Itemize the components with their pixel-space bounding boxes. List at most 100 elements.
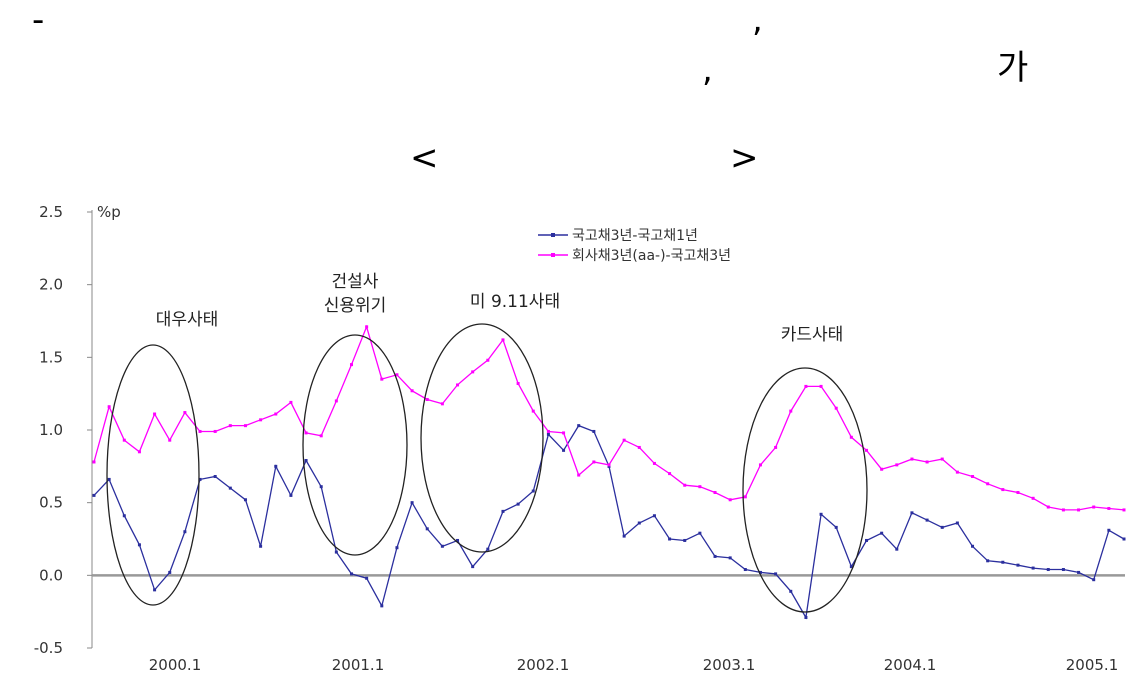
series-2-point (168, 438, 172, 442)
series-1-point (183, 530, 187, 534)
series-2-point (1122, 508, 1126, 512)
series-2-point (122, 438, 126, 442)
series-1-point (289, 493, 293, 497)
series-1-point (516, 502, 520, 506)
y-tick-label: 1.0 (39, 421, 63, 439)
y-tick-label: -0.5 (34, 639, 63, 657)
series-1-point (334, 550, 338, 554)
series-2-point (774, 445, 778, 449)
y-axis-unit-label: %p (97, 203, 121, 221)
caption-bracket-left: < (410, 138, 439, 178)
event-ellipse (106, 344, 200, 606)
series-1-point (758, 570, 762, 574)
series-2-point (789, 409, 793, 413)
series-1-point (713, 554, 717, 558)
series-line-1 (93, 424, 1125, 620)
series-2-point (925, 460, 929, 464)
series-1-point (1122, 537, 1126, 541)
series-2-point (758, 463, 762, 467)
series-2-point (804, 384, 808, 388)
series-1-point (304, 459, 308, 463)
series-1-point (1107, 528, 1111, 532)
chart-axes: -0.5 0.0 0.5 1.0 1.5 2.0 2.5 %p 2000.1 2001.1 2002… (34, 203, 1125, 674)
series-1-point (562, 448, 566, 452)
series-2-point (92, 460, 96, 464)
x-tick-label: 2004.1 (884, 656, 937, 674)
series-2-point (198, 429, 202, 433)
series-1-point (1046, 568, 1050, 572)
legend-label: 회사채3년(aa-)-국고채3년 (572, 248, 731, 264)
series-2-point (577, 473, 581, 477)
series-1-point (986, 559, 990, 563)
series-2-point (304, 431, 308, 435)
x-tick-label: 2005.1 (1066, 656, 1119, 674)
series-2-point (607, 463, 611, 467)
series-2-point (425, 397, 429, 401)
series-1-point (637, 521, 641, 525)
y-tick-label: 2.0 (39, 276, 63, 294)
series-1-point (925, 518, 929, 522)
series-2-point (350, 363, 353, 367)
legend-swatch-marker (551, 233, 555, 237)
series-2-point (395, 373, 399, 377)
series-2-point (531, 409, 535, 413)
series-2-point (819, 384, 823, 388)
series-1-point (486, 547, 490, 551)
event-ellipse (302, 334, 408, 556)
series-1-point (168, 570, 172, 574)
series-1-point (365, 576, 369, 580)
series-1-point (319, 485, 323, 489)
series-1-point (546, 432, 550, 436)
series-1-point (1061, 568, 1065, 572)
series-2-point (365, 325, 369, 329)
series-2-point (380, 377, 384, 381)
series-2-point (880, 467, 884, 471)
series-1-point (1001, 560, 1005, 564)
series-2-point (971, 475, 975, 479)
chart-series (92, 324, 1126, 620)
series-2-point (153, 412, 157, 416)
series-2-point (319, 434, 323, 438)
series-1-point (774, 572, 778, 576)
series-2-point (743, 495, 747, 499)
series-1-point (804, 615, 808, 619)
series-2-point (546, 429, 550, 433)
series-1-point (531, 489, 535, 493)
series-2-point (228, 424, 232, 428)
series-2-point (713, 490, 717, 494)
series-1-point (410, 501, 414, 505)
caption-bracket-right: > (730, 138, 759, 178)
series-1-point (259, 544, 263, 548)
series-1-point (834, 525, 838, 529)
series-2-point (728, 498, 732, 502)
series-1-point (940, 525, 944, 529)
series-1-point (652, 514, 656, 518)
series-2-point (940, 457, 944, 461)
x-tick-label: 2003.1 (703, 656, 756, 674)
series-2-point (213, 429, 217, 433)
series-1-point (137, 543, 141, 547)
series-1-point (425, 527, 429, 531)
series-1-point (865, 538, 868, 542)
series-2-point (410, 389, 414, 393)
series-2-point (1107, 506, 1111, 510)
series-2-point (637, 445, 641, 449)
y-tick-label: 0.5 (39, 494, 63, 512)
series-1-point (122, 514, 126, 518)
series-1-point (577, 424, 581, 428)
series-2-point (440, 402, 444, 406)
series-2-point (183, 411, 187, 415)
header-comma-2: , (702, 50, 713, 90)
x-tick-label: 2000.1 (149, 656, 202, 674)
event-annotation-label: 미 9.11사태 (470, 292, 560, 312)
series-1-point (107, 477, 111, 481)
series-1-point (1031, 566, 1035, 570)
series-1-point (350, 572, 353, 576)
y-tick-label: 2.5 (39, 203, 63, 221)
series-2-point (516, 381, 520, 385)
event-annotation-label: 건설사 (332, 272, 379, 292)
series-1-point (198, 477, 202, 481)
